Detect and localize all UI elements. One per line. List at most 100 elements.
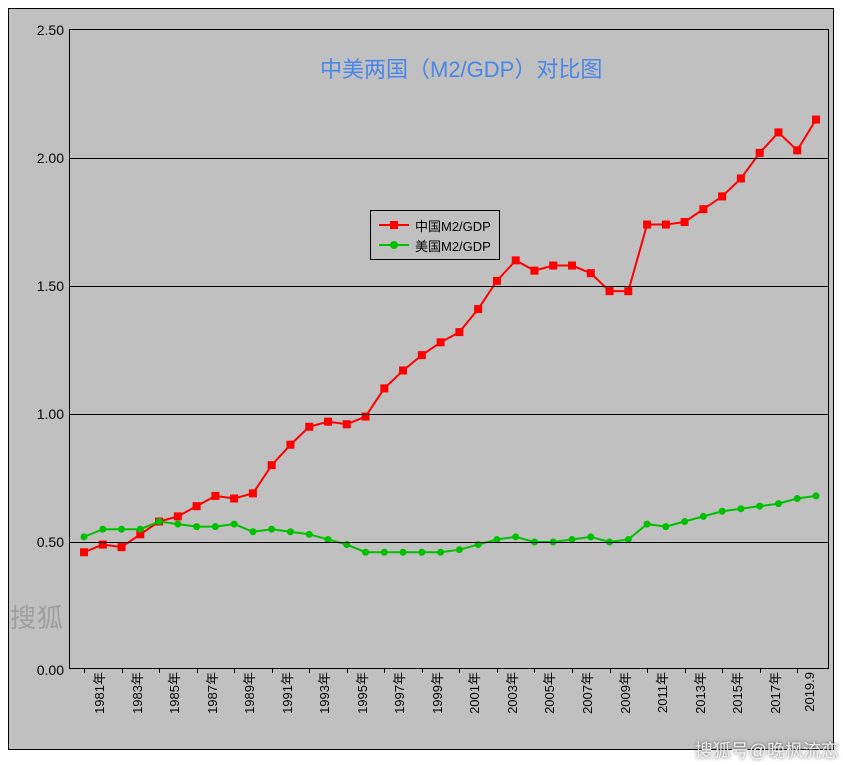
series-marker: [681, 218, 689, 226]
x-tick-label: 1987年: [202, 672, 221, 714]
series-marker: [493, 277, 501, 285]
x-tick-label: 2005年: [539, 672, 558, 714]
series-marker: [812, 116, 820, 124]
x-tick-mark: [647, 668, 648, 673]
series-marker: [737, 174, 745, 182]
x-tick-mark: [309, 668, 310, 673]
series-marker: [286, 441, 294, 449]
series-marker: [549, 262, 557, 270]
gridline: [70, 414, 828, 415]
x-tick-mark: [722, 668, 723, 673]
series-marker: [362, 549, 369, 556]
x-tick-mark: [159, 668, 160, 673]
series-marker: [512, 256, 520, 264]
series-marker: [249, 489, 257, 497]
x-tick-label: 1991年: [277, 672, 296, 714]
x-tick-mark: [610, 668, 611, 673]
x-tick-mark: [84, 668, 85, 673]
series-marker: [418, 351, 426, 359]
series-marker: [156, 518, 163, 525]
legend-item: 中国M2/GDP: [379, 215, 491, 235]
x-tick-mark: [760, 668, 761, 673]
gridline: [70, 542, 828, 543]
x-tick-mark: [384, 668, 385, 673]
y-tick-label: 2.50: [37, 22, 64, 38]
series-marker: [530, 267, 538, 275]
x-tick-label: 1993年: [314, 672, 333, 714]
x-tick-mark: [497, 668, 498, 673]
x-tick-label: 2001年: [464, 672, 483, 714]
x-tick-mark: [122, 668, 123, 673]
series-marker: [324, 418, 332, 426]
series-marker: [99, 526, 106, 533]
series-marker: [287, 528, 294, 535]
x-tick-label: 2013年: [690, 672, 709, 714]
series-marker: [700, 513, 707, 520]
series-marker: [437, 338, 445, 346]
x-tick-mark: [234, 668, 235, 673]
series-marker: [418, 549, 425, 556]
series-marker: [624, 287, 632, 295]
gridline: [70, 158, 828, 159]
x-tick-mark: [347, 668, 348, 673]
x-tick-label: 2011年: [652, 672, 671, 713]
x-tick-label: 2007年: [577, 672, 596, 714]
series-marker: [718, 192, 726, 200]
series-marker: [343, 420, 351, 428]
series-marker: [774, 128, 782, 136]
series-marker: [174, 512, 182, 520]
x-tick-label: 1985年: [164, 672, 183, 714]
series-marker: [662, 221, 670, 229]
series-marker: [512, 533, 519, 540]
gridline: [70, 286, 828, 287]
y-tick-label: 1.50: [37, 278, 64, 294]
x-tick-label: 2017年: [765, 672, 784, 714]
series-marker: [455, 328, 463, 336]
series-marker: [606, 287, 614, 295]
legend-item: 美国M2/GDP: [379, 235, 491, 255]
series-marker: [813, 492, 820, 499]
series-line: [84, 120, 816, 553]
series-marker: [793, 146, 801, 154]
series-marker: [212, 523, 219, 530]
series-marker: [643, 221, 651, 229]
series-marker: [400, 549, 407, 556]
x-tick-mark: [685, 668, 686, 673]
series-marker: [437, 549, 444, 556]
x-tick-mark: [797, 668, 798, 673]
series-marker: [775, 500, 782, 507]
series-marker: [456, 546, 463, 553]
series-marker: [699, 205, 707, 213]
series-marker: [268, 461, 276, 469]
series-marker: [118, 543, 126, 551]
series-marker: [474, 305, 482, 313]
x-tick-label: 2003年: [502, 672, 521, 714]
series-marker: [81, 533, 88, 540]
x-tick-mark: [422, 668, 423, 673]
series-marker: [174, 521, 181, 528]
series-marker: [231, 521, 238, 528]
series-marker: [193, 502, 201, 510]
chart-svg-layer: [70, 30, 830, 670]
series-marker: [80, 548, 88, 556]
series-marker: [399, 366, 407, 374]
y-tick-label: 2.00: [37, 150, 64, 166]
series-marker: [587, 269, 595, 277]
x-tick-label: 1983年: [127, 672, 146, 714]
y-tick-label: 1.00: [37, 406, 64, 422]
series-marker: [268, 526, 275, 533]
y-tick-label: 0.50: [37, 534, 64, 550]
y-tick-label: 0.00: [37, 662, 64, 678]
series-marker: [193, 523, 200, 530]
series-marker: [137, 526, 144, 533]
x-tick-label: 1997年: [389, 672, 408, 714]
x-tick-label: 1995年: [352, 672, 371, 714]
x-tick-mark: [572, 668, 573, 673]
series-marker: [794, 495, 801, 502]
x-tick-mark: [272, 668, 273, 673]
series-marker: [381, 549, 388, 556]
series-marker: [681, 518, 688, 525]
series-marker: [587, 533, 594, 540]
series-marker: [249, 528, 256, 535]
series-marker: [230, 494, 238, 502]
